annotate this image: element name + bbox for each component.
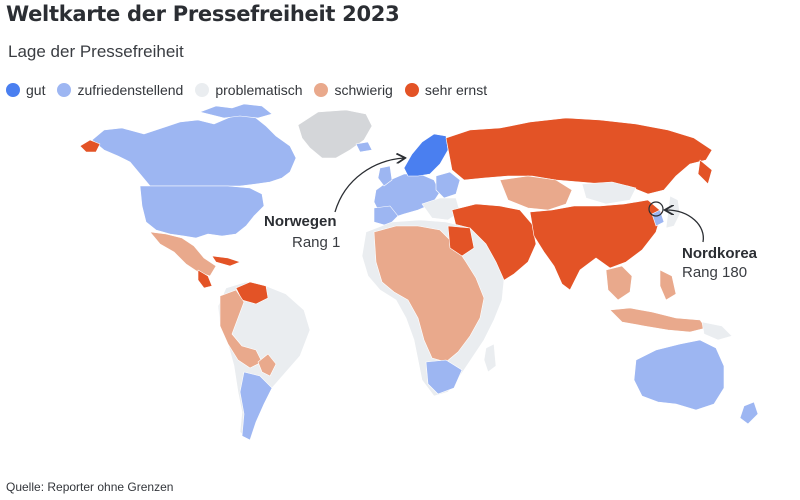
region-iberia: [373, 205, 399, 227]
legend-item-schwierig: schwierig: [314, 82, 393, 98]
callout-north-korea: Nordkorea Rang 180: [648, 201, 758, 281]
page-title: Weltkarte der Pressefreiheit 2023: [6, 2, 400, 26]
region-iceland: [355, 141, 373, 153]
callout-marker-north-korea: [648, 201, 664, 217]
region-papua: [701, 321, 733, 341]
region-caribbean: [211, 255, 241, 267]
region-andes-north: [219, 289, 263, 369]
callout-arrow-north-korea: [666, 210, 704, 243]
region-chukotka: [79, 139, 101, 153]
region-egypt: [447, 225, 475, 257]
region-central-asia: [499, 175, 573, 211]
region-mexico: [149, 231, 217, 277]
callout-norway-rank: Rang 1: [292, 234, 340, 251]
legend-swatch-zufriedenstellend: [57, 83, 72, 97]
region-southern-cone: [239, 371, 273, 441]
region-british-isles: [377, 165, 393, 187]
legend-label-sehr-ernst: sehr ernst: [424, 82, 488, 98]
page-subtitle: Lage der Pressefreiheit: [8, 42, 184, 61]
callout-norway-name: Norwegen: [264, 213, 337, 230]
legend-swatch-sehr-ernst: [404, 83, 419, 97]
region-australia: [633, 339, 725, 411]
region-china-india: [529, 199, 663, 291]
region-africa-schwierig: [373, 225, 485, 363]
region-norway: [403, 133, 449, 177]
legend-item-gut: gut: [6, 82, 45, 98]
region-mongolia: [581, 181, 637, 205]
legend-item-problematisch: problematisch: [195, 82, 302, 98]
legend: gut zufriedenstellend problematisch schw…: [6, 82, 499, 98]
world-map: Norwegen Rang 1 Nordkorea Rang 180: [79, 103, 759, 441]
region-philippines: [659, 269, 677, 301]
callout-norway: Norwegen Rang 1: [264, 158, 404, 251]
region-japan: [665, 195, 681, 229]
region-southeast-asia: [605, 265, 633, 301]
legend-label-problematisch: problematisch: [215, 82, 303, 98]
region-russia: [445, 117, 713, 195]
region-madagascar: [483, 343, 497, 373]
legend-item-sehr-ernst: sehr ernst: [404, 82, 488, 98]
legend-label-zufriedenstellend: zufriedenstellend: [77, 82, 184, 98]
callout-north-korea-rank: Rang 180: [682, 264, 747, 281]
region-north-america-north: [91, 113, 297, 187]
region-usa: [139, 185, 265, 239]
region-europe-central: [435, 171, 461, 199]
legend-label-schwierig: schwierig: [334, 82, 393, 98]
region-kamchatka: [697, 159, 713, 185]
callout-arrow-norway: [334, 158, 404, 213]
legend-swatch-problematisch: [195, 83, 210, 97]
region-south-africa: [425, 359, 463, 395]
legend-swatch-gut: [6, 83, 20, 97]
legend-item-zufriedenstellend: zufriedenstellend: [57, 82, 183, 98]
callout-north-korea-name: Nordkorea: [682, 245, 758, 262]
region-indonesia: [609, 307, 707, 333]
region-arctic-islands: [199, 103, 273, 119]
region-central-america: [197, 269, 213, 289]
region-brazil: [257, 353, 277, 377]
region-new-zealand: [739, 401, 759, 425]
legend-label-gut: gut: [26, 82, 46, 98]
legend-swatch-schwierig: [314, 83, 329, 97]
source-note: Quelle: Reporter ohne Grenzen: [6, 480, 174, 494]
